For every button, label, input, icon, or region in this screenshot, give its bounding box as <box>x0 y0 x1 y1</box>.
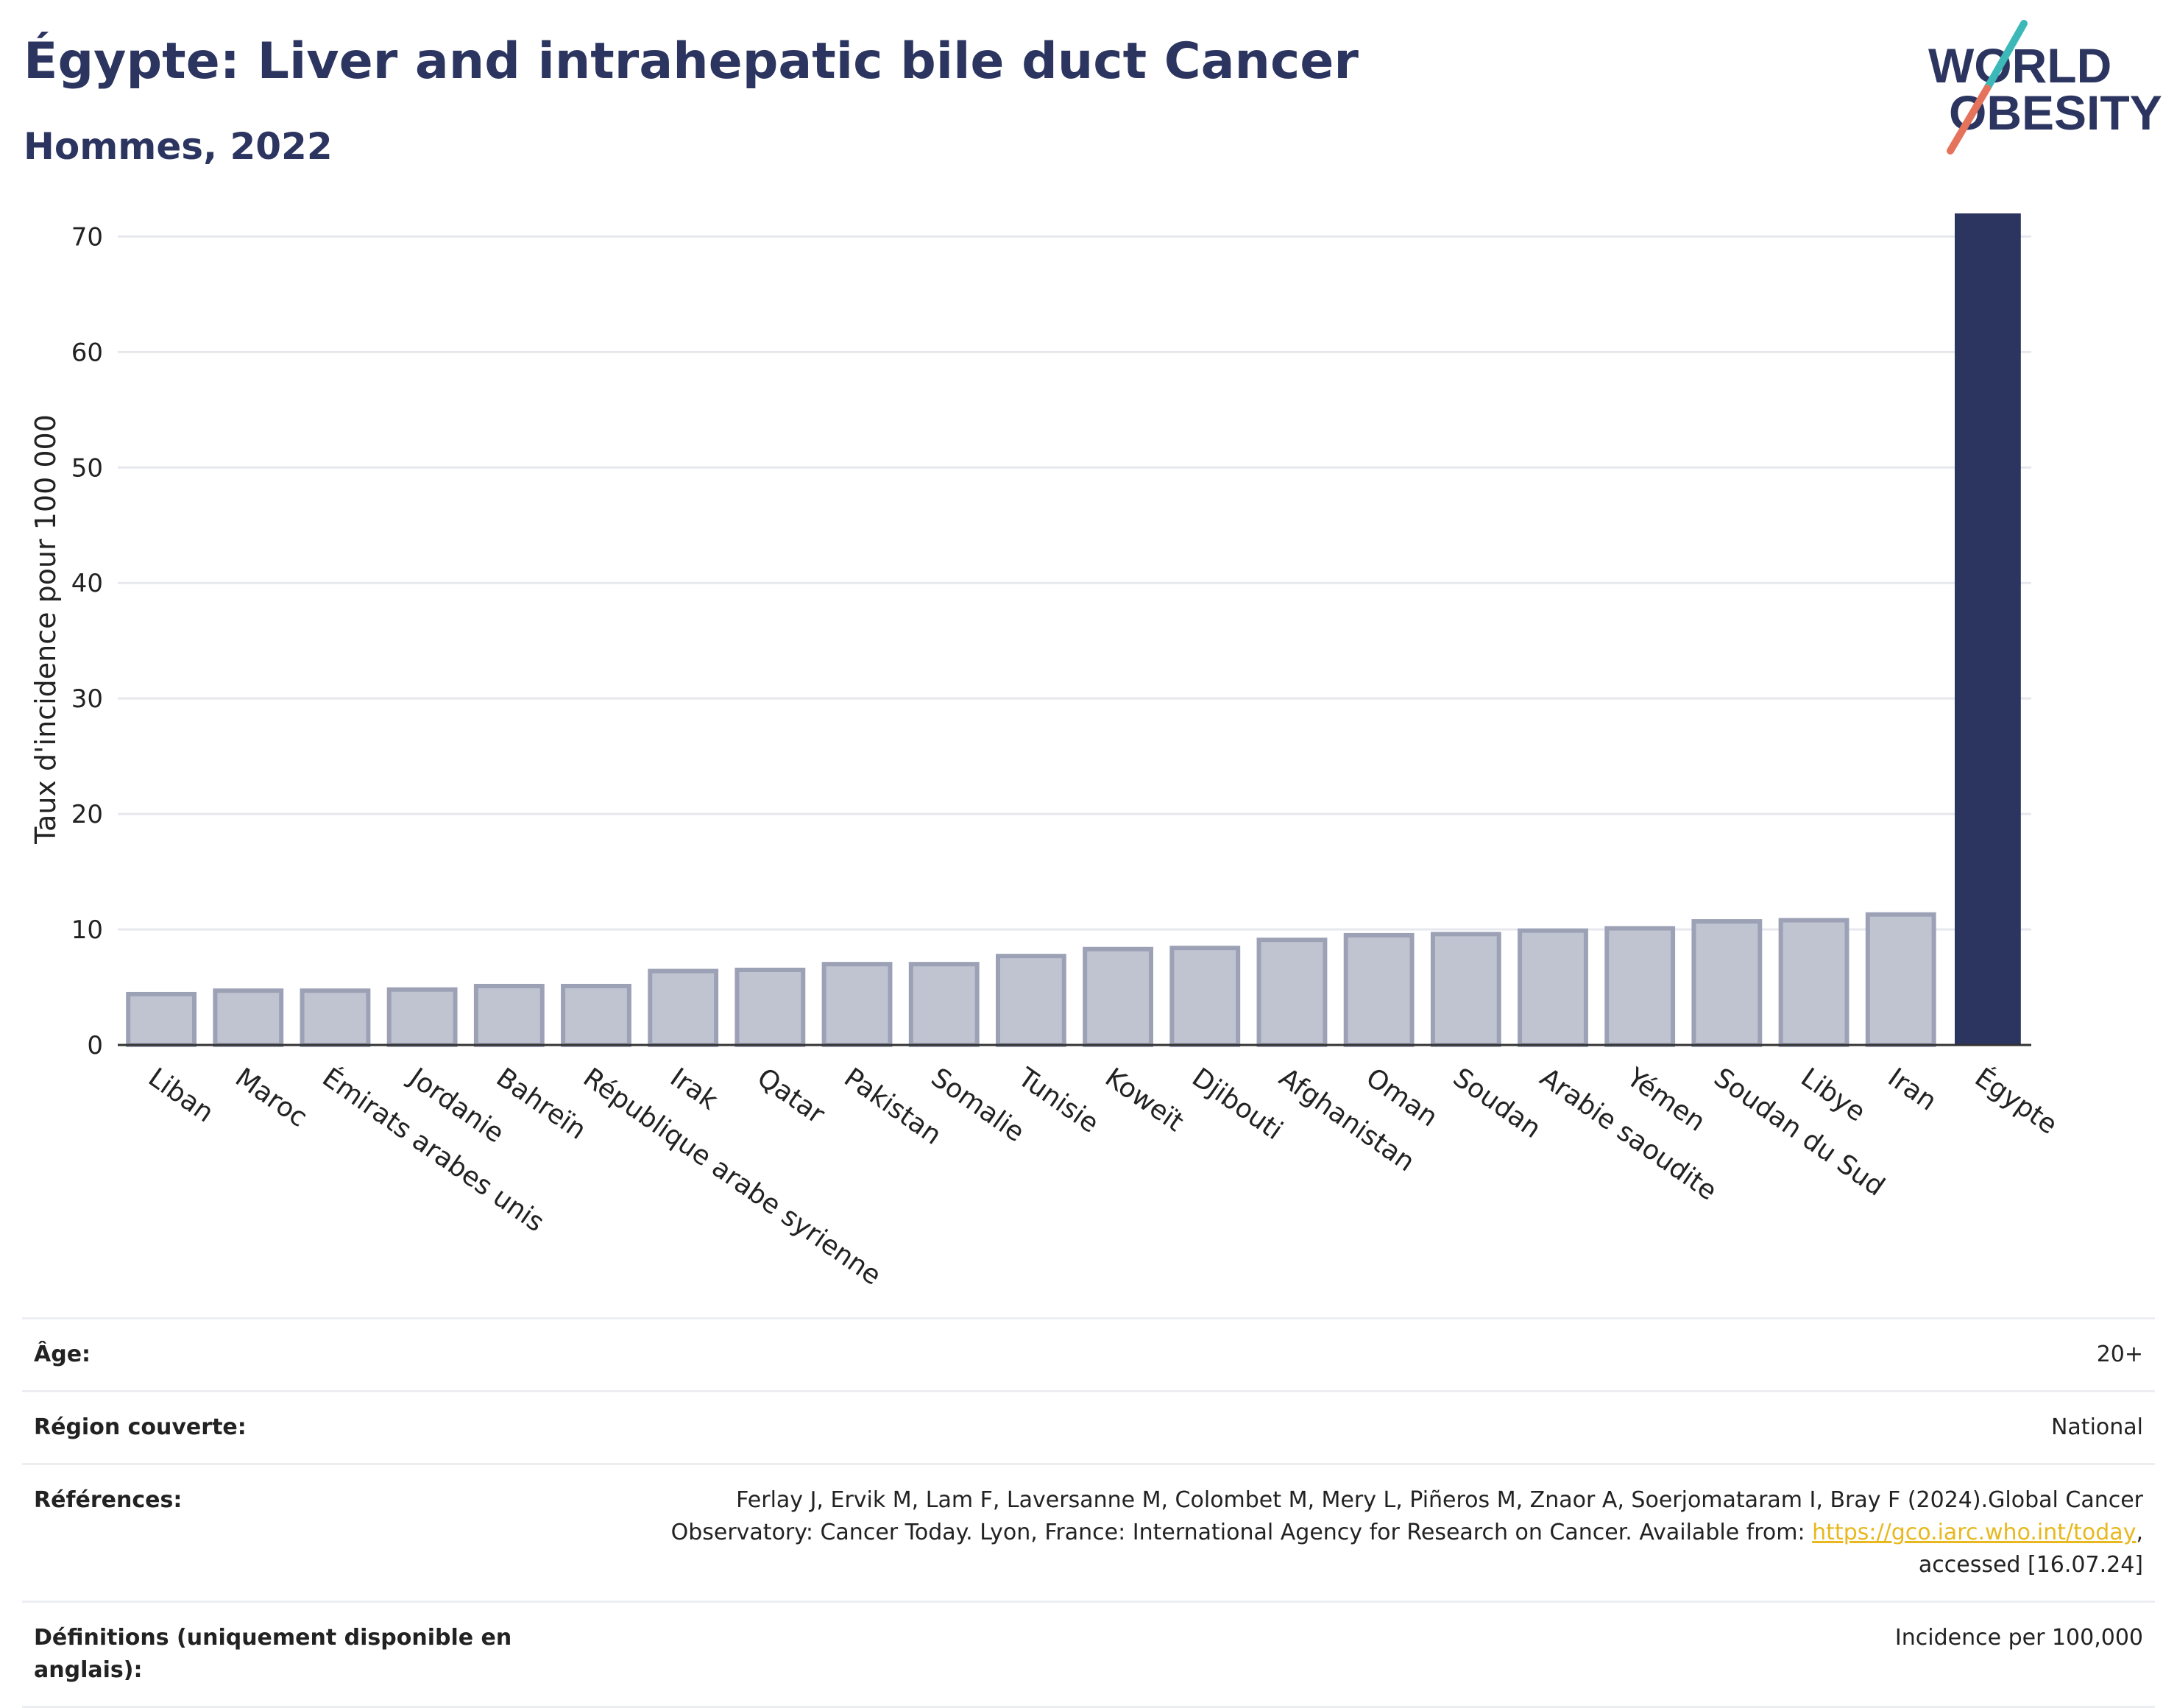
bar <box>1955 213 2021 1045</box>
y-tick-label: 50 <box>71 453 103 483</box>
meta-row-definitions: Définitions (uniquement disponible en an… <box>22 1601 2155 1708</box>
logo-slash-teal <box>1983 20 2028 92</box>
x-tick-label: Qatar <box>751 1063 830 1130</box>
y-tick-label: 40 <box>71 569 103 598</box>
x-tick-label: Pakistan <box>838 1063 946 1151</box>
references-label: Références: <box>34 1487 183 1513</box>
y-tick-label: 30 <box>71 684 103 714</box>
definitions-value: Incidence per 100,000 <box>1894 1625 2143 1651</box>
logo-text-world: WORLD <box>1928 38 2111 93</box>
x-tick-label: Djibouti <box>1186 1063 1288 1147</box>
bar <box>648 968 719 1047</box>
bar <box>821 962 893 1048</box>
y-tick-label: 0 <box>87 1031 103 1060</box>
bar <box>213 988 284 1047</box>
bar <box>1518 928 1588 1047</box>
x-tick-label: Iran <box>1883 1063 1942 1117</box>
age-value: 20+ <box>2096 1342 2143 1367</box>
y-tick-label: 70 <box>71 222 103 252</box>
bar <box>1604 926 1676 1047</box>
reference-text-3: , <box>2136 1520 2143 1545</box>
meta-row-age: Âge: 20+ <box>22 1317 2155 1390</box>
bar <box>1691 919 1763 1048</box>
bar <box>1778 918 1849 1047</box>
meta-row-references: Références: Ferlay J, Ervik M, Lam F, La… <box>22 1463 2155 1601</box>
y-tick-label: 60 <box>71 338 103 367</box>
logo-slash-coral <box>1947 85 1991 155</box>
meta-row-region: Région couverte: National <box>22 1390 2155 1463</box>
x-tick-label: Somalie <box>926 1063 1030 1148</box>
reference-link[interactable]: https://gco.iarc.who.int/today <box>1812 1520 2137 1545</box>
y-axis-label: Taux d'incidence pour 100 000 <box>29 414 62 845</box>
bar <box>1083 946 1153 1047</box>
reference-text-4: accessed [16.07.24] <box>1918 1552 2143 1578</box>
x-tick-label: République arabe syrienne <box>578 1063 887 1291</box>
bar <box>1865 912 1936 1047</box>
x-tick-label: Maroc <box>230 1063 313 1133</box>
bar <box>1430 932 1501 1047</box>
bar-chart: 0 10 20 30 40 50 60 70 Taux d'incidence pour 100… <box>29 213 2063 1291</box>
reference-text-2: Observatory: Cancer Today. Lyon, France:… <box>670 1520 1813 1545</box>
region-value: National <box>2050 1414 2143 1440</box>
bar <box>1256 938 1328 1047</box>
bar <box>734 967 806 1047</box>
bar <box>473 983 545 1048</box>
age-label: Âge: <box>34 1342 91 1367</box>
bar <box>996 954 1066 1048</box>
bar <box>1343 932 1415 1047</box>
x-tick-label: Bahreïn <box>491 1063 592 1146</box>
x-tick-label: Koweït <box>1100 1063 1189 1138</box>
chart-title: Égypte: Liver and intrahepatic bile duct… <box>24 32 1359 91</box>
definitions-label: Définitions (uniquement disponible en an… <box>34 1625 512 1683</box>
bar <box>126 991 197 1048</box>
bar <box>386 987 458 1047</box>
y-tick-label: 20 <box>71 800 103 829</box>
reference-text-1: Ferlay J, Ervik M, Lam F, Laversanne M, … <box>736 1487 2143 1513</box>
x-tick-label: Liban <box>143 1063 219 1129</box>
chart-subtitle: Hommes, 2022 <box>24 125 333 168</box>
x-tick-label: Libye <box>1795 1063 1870 1128</box>
x-tick-label: Soudan <box>1448 1063 1546 1144</box>
references-value: Ferlay J, Ervik M, Lam F, Laversanne M, … <box>671 1484 2143 1581</box>
y-tick-label: 10 <box>71 915 103 945</box>
metadata-table: Âge: 20+ Région couverte: National Référ… <box>22 1317 2155 1708</box>
x-tick-label: Égypte <box>1969 1062 2063 1141</box>
bar <box>1169 946 1241 1047</box>
region-label: Région couverte: <box>34 1414 247 1440</box>
world-obesity-logo: WORLD OBESITY <box>1928 20 2162 155</box>
bar <box>300 988 371 1047</box>
bar <box>908 962 980 1048</box>
x-tick-label: Irak <box>665 1063 723 1116</box>
bar <box>561 983 631 1048</box>
